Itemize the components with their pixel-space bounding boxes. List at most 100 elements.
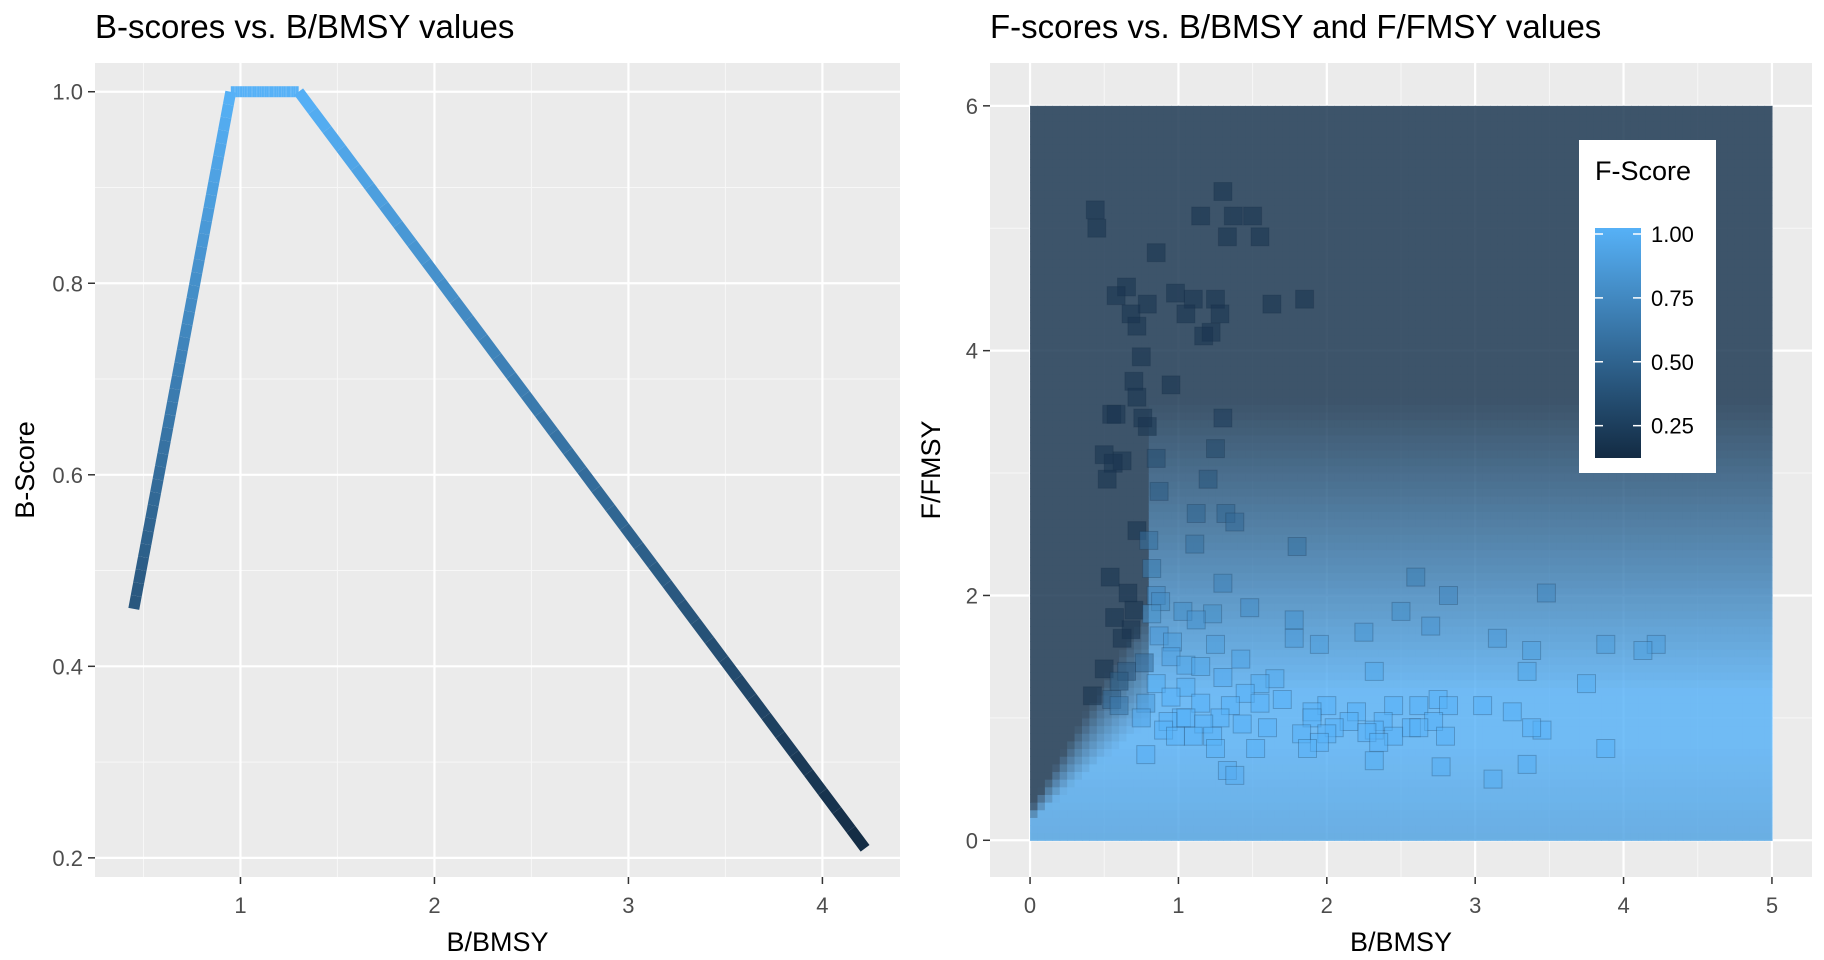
fscore-cell <box>1349 534 1358 543</box>
fscore-cell <box>1178 228 1187 237</box>
fscore-cell <box>1044 442 1053 451</box>
fscore-cell <box>1393 817 1402 826</box>
fscore-cell <box>1222 457 1231 467</box>
fscore-cell <box>1104 190 1113 199</box>
fscore-cell <box>1104 802 1113 811</box>
fscore-cell <box>1044 595 1053 604</box>
fscore-cell <box>1349 197 1358 206</box>
fscore-cell <box>1356 136 1365 145</box>
fscore-cell <box>1356 457 1365 467</box>
fscore-cell <box>1274 205 1283 214</box>
fscore-cell <box>1104 595 1113 604</box>
fscore-cell <box>1156 174 1165 183</box>
fscore-cell <box>1141 151 1150 160</box>
fscore-cell <box>1163 457 1172 467</box>
fscore-cell <box>1311 457 1320 467</box>
fscore-cell <box>1386 824 1395 834</box>
fscore-cell <box>1393 411 1402 421</box>
fscore-cell <box>1393 274 1402 283</box>
fscore-cell <box>1245 450 1254 459</box>
fscore-cell <box>1326 748 1335 757</box>
fscore-cell <box>1341 557 1350 566</box>
fscore-cell <box>1260 427 1269 436</box>
fscore-cell <box>1386 809 1395 818</box>
fscore-cell <box>1334 365 1343 375</box>
fscore-cell <box>1037 824 1046 834</box>
fscore-cell <box>1341 396 1350 405</box>
fscore-cell <box>1341 105 1350 115</box>
fscore-cell <box>1274 404 1283 413</box>
fscore-cell <box>1297 564 1306 574</box>
fscore-cell <box>1230 312 1239 321</box>
fscore-cell <box>1230 343 1239 352</box>
fscore-cell <box>1282 128 1291 138</box>
fscore-cell <box>1059 779 1068 788</box>
fscore-cell <box>1371 457 1380 467</box>
fscore-cell <box>1081 297 1091 306</box>
fscore-cell <box>1037 419 1046 428</box>
fscore-cell <box>1341 205 1350 214</box>
fscore-cell <box>1111 304 1120 313</box>
fscore-cell <box>1111 649 1120 658</box>
fscore-cell <box>1178 511 1187 520</box>
fscore-cell <box>1334 427 1343 436</box>
fscore-cell <box>1304 817 1313 826</box>
fscore-cell <box>1089 824 1098 834</box>
fscore-cell <box>1260 595 1269 604</box>
fscore-cell <box>1237 580 1246 589</box>
fscore-cell <box>1119 220 1128 229</box>
fscore-cell <box>1289 473 1298 482</box>
fscore-cell <box>1222 756 1231 765</box>
fscore-cell <box>1252 335 1261 344</box>
fscore-cell <box>1111 434 1120 444</box>
fscore-cell <box>1311 442 1320 451</box>
fscore-cell <box>1052 610 1061 620</box>
fscore-cell <box>1044 603 1053 612</box>
fscore-cell <box>1067 626 1076 635</box>
fscore-cell <box>1245 297 1254 306</box>
fscore-cell <box>1126 343 1135 352</box>
fscore-cell <box>1119 786 1128 795</box>
fscore-cell <box>1030 381 1039 390</box>
fscore-cell <box>1274 557 1283 566</box>
fscore-cell <box>1326 235 1335 245</box>
fscore-cell <box>1326 373 1335 382</box>
fscore-cell <box>1163 105 1172 115</box>
fscore-cell <box>1111 220 1120 229</box>
fscore-cell <box>1371 220 1380 229</box>
fscore-cell <box>1260 205 1269 214</box>
fscore-cell <box>1178 817 1187 826</box>
fscore-cell <box>1319 480 1328 489</box>
fscore-cell <box>1319 679 1328 688</box>
fscore-cell <box>1200 404 1209 413</box>
fscore-cell <box>1326 687 1335 696</box>
fscore-cell <box>1133 809 1142 818</box>
fscore-cell <box>1044 228 1053 237</box>
fscore-cell <box>1334 671 1343 681</box>
fscore-cell <box>1193 320 1202 329</box>
fscore-cell <box>1252 541 1261 551</box>
fscore-cell <box>1274 396 1283 405</box>
fscore-cell <box>1289 151 1298 160</box>
fscore-cell <box>1245 671 1254 681</box>
fscore-cell <box>1104 626 1113 635</box>
fscore-cell <box>1393 335 1402 344</box>
fscore-cell <box>1297 358 1306 367</box>
fscore-cell <box>1089 365 1098 375</box>
fscore-cell <box>1341 694 1350 704</box>
fscore-cell <box>1200 450 1209 459</box>
fscore-cell <box>1371 327 1380 336</box>
fscore-cell <box>1334 603 1343 612</box>
fscore-cell <box>1111 235 1120 245</box>
fscore-cell <box>1237 572 1246 581</box>
fscore-cell <box>1267 427 1276 436</box>
fscore-cell <box>1171 549 1180 558</box>
fscore-cell <box>1282 748 1291 757</box>
fscore-cell <box>1334 794 1343 803</box>
fscore-cell <box>1044 771 1053 780</box>
fscore-cell <box>1185 159 1194 168</box>
fscore-cell <box>1378 442 1387 451</box>
fscore-cell <box>1260 649 1269 658</box>
fscore-cell <box>1252 358 1261 367</box>
